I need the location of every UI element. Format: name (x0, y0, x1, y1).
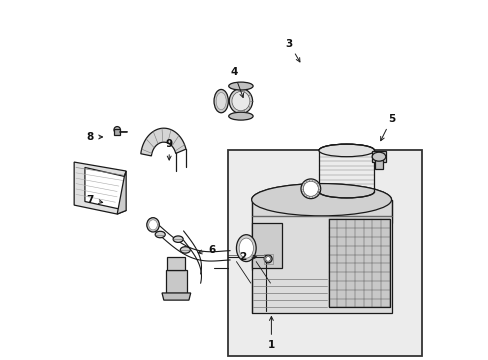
Ellipse shape (265, 257, 270, 261)
Ellipse shape (228, 82, 253, 90)
Ellipse shape (239, 238, 253, 258)
Ellipse shape (303, 181, 318, 196)
Text: 2: 2 (239, 252, 256, 262)
Bar (328, 220, 389, 307)
Text: 8: 8 (86, 132, 102, 142)
Ellipse shape (229, 89, 252, 114)
Ellipse shape (301, 179, 320, 199)
Polygon shape (117, 171, 126, 214)
Ellipse shape (264, 255, 271, 263)
Bar (251, 216, 391, 313)
Bar (228, 149, 421, 356)
Bar (328, 220, 389, 307)
Text: 9: 9 (165, 139, 172, 160)
Text: 3: 3 (285, 39, 299, 62)
Ellipse shape (318, 144, 374, 157)
Polygon shape (74, 162, 126, 214)
Ellipse shape (148, 220, 157, 230)
Polygon shape (141, 128, 185, 156)
Ellipse shape (214, 89, 228, 113)
Text: 1: 1 (267, 316, 274, 350)
Bar (251, 223, 282, 268)
Ellipse shape (251, 184, 391, 216)
Ellipse shape (228, 112, 253, 120)
Ellipse shape (146, 218, 159, 232)
Text: 4: 4 (229, 67, 243, 98)
Bar (371, 151, 386, 162)
Polygon shape (251, 200, 391, 223)
Bar (167, 257, 185, 270)
Ellipse shape (155, 231, 165, 238)
Ellipse shape (173, 236, 183, 242)
Bar (165, 270, 187, 293)
Ellipse shape (148, 221, 158, 227)
Bar (374, 160, 383, 169)
Bar (263, 254, 272, 264)
Text: 5: 5 (380, 114, 394, 141)
Ellipse shape (236, 235, 256, 262)
Ellipse shape (231, 91, 249, 111)
Text: 7: 7 (86, 195, 102, 205)
Text: 6: 6 (198, 245, 215, 255)
Ellipse shape (371, 152, 385, 161)
Ellipse shape (114, 127, 120, 133)
Bar (114, 129, 120, 135)
Ellipse shape (180, 247, 190, 253)
Polygon shape (162, 293, 190, 300)
Ellipse shape (216, 93, 226, 110)
